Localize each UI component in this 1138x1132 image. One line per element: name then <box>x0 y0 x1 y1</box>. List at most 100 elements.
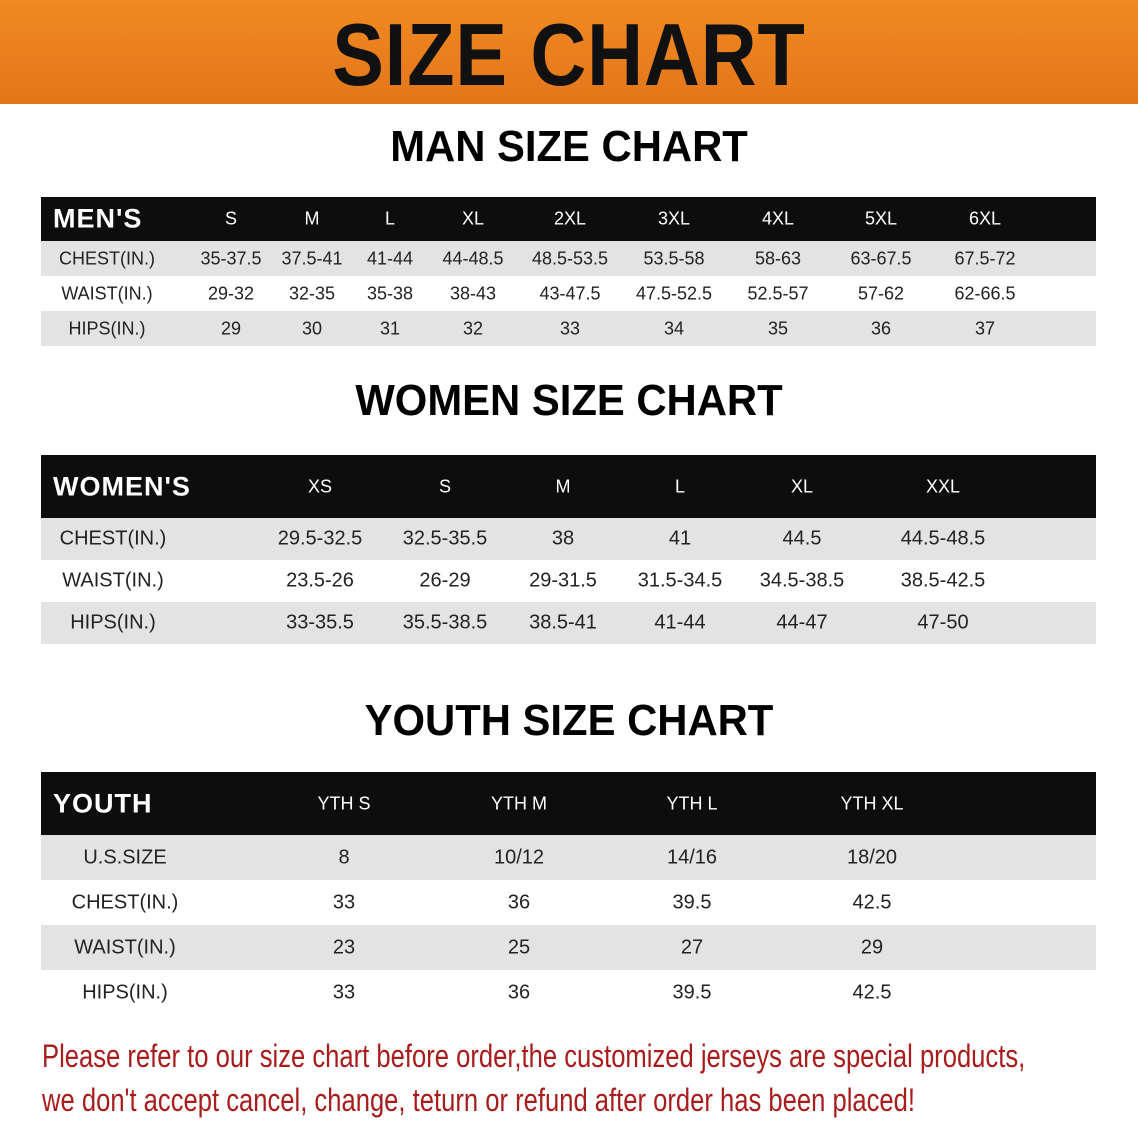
women-section-title: WOMEN SIZE CHART <box>355 376 783 425</box>
table-cell: 33-35.5 <box>286 611 354 634</box>
size-column-header: 4XL <box>761 208 795 229</box>
table-row: CHEST(IN.) 33 36 39.5 42.5 <box>41 880 1096 925</box>
table-cell: 37.5-41 <box>281 248 343 268</box>
table-cell: 52.5-57 <box>747 283 809 303</box>
table-cell: 23 <box>332 936 356 958</box>
row-label: CHEST(IN.) <box>59 248 155 268</box>
table-cell: 29-31.5 <box>529 569 597 592</box>
table-cell: 35 <box>767 318 789 338</box>
table-cell: 32.5-35.5 <box>402 527 488 550</box>
table-cell: 43-47.5 <box>539 283 601 303</box>
table-cell: 39.5 <box>672 891 712 913</box>
size-column-header: S <box>224 208 238 229</box>
table-cell: 33 <box>559 318 581 338</box>
table-cell: 23.5-26 <box>286 569 354 592</box>
men-header-label: MEN'S <box>53 203 143 234</box>
size-column-header: XL <box>461 208 485 229</box>
row-label: WAIST(IN.) <box>74 936 176 958</box>
table-cell: 44-47 <box>776 611 828 634</box>
table-cell: 36 <box>507 981 531 1003</box>
table-cell: 36 <box>507 891 531 913</box>
row-label: WAIST(IN.) <box>62 569 164 592</box>
table-cell: 53.5-58 <box>643 248 705 268</box>
table-cell: 8 <box>338 846 350 868</box>
table-row: HIPS(IN.) 29 30 31 32 33 34 35 36 37 <box>41 311 1096 346</box>
table-cell: 32 <box>462 318 484 338</box>
table-row: CHEST(IN.) 29.5-32.5 32.5-35.5 38 41 44.5 44.5… <box>41 518 1096 560</box>
table-row: HIPS(IN.) 33 36 39.5 42.5 <box>41 970 1096 1015</box>
size-column-header: 6XL <box>968 208 1002 229</box>
table-cell: 14/16 <box>666 846 718 868</box>
size-column-header: S <box>438 476 452 496</box>
row-label: HIPS(IN.) <box>70 611 156 634</box>
table-cell: 41-44 <box>366 248 414 268</box>
youth-header-row: YOUTH YTH S YTH M YTH L YTH XL <box>41 772 1096 835</box>
table-cell: 32-35 <box>288 283 336 303</box>
size-column-header: M <box>304 208 320 229</box>
table-cell: 26-29 <box>419 569 471 592</box>
table-cell: 63-67.5 <box>850 248 912 268</box>
table-cell: 36 <box>870 318 892 338</box>
size-chart-banner: SIZE CHART <box>0 0 1138 104</box>
table-cell: 31 <box>379 318 401 338</box>
table-cell: 31.5-34.5 <box>637 569 723 592</box>
table-cell: 67.5-72 <box>954 248 1016 268</box>
table-cell: 39.5 <box>672 981 712 1003</box>
table-cell: 47-50 <box>917 611 969 634</box>
table-cell: 29-32 <box>207 283 255 303</box>
table-cell: 38.5-41 <box>529 611 597 634</box>
table-cell: 38-43 <box>449 283 497 303</box>
size-column-header: XL <box>790 476 814 496</box>
size-column-header: 2XL <box>553 208 587 229</box>
table-cell: 42.5 <box>852 981 892 1003</box>
table-row: WAIST(IN.) 23 25 27 29 <box>41 925 1096 970</box>
table-cell: 44-48.5 <box>442 248 504 268</box>
table-cell: 35-38 <box>366 283 414 303</box>
notice-line-2: we don't accept cancel, change, teturn o… <box>42 1082 915 1118</box>
youth-section-title: YOUTH SIZE CHART <box>364 696 774 745</box>
size-column-header: L <box>384 208 396 229</box>
table-row: WAIST(IN.) 29-32 32-35 35-38 38-43 43-47.5 47.… <box>41 276 1096 311</box>
table-row: HIPS(IN.) 33-35.5 35.5-38.5 38.5-41 41-44 44-… <box>41 602 1096 644</box>
table-row: CHEST(IN.) 35-37.5 37.5-41 41-44 44-48.5 48.5… <box>41 241 1096 276</box>
table-row: U.S.SIZE 8 10/12 14/16 18/20 <box>41 835 1096 880</box>
table-cell: 34 <box>663 318 685 338</box>
table-cell: 47.5-52.5 <box>635 283 713 303</box>
size-column-header: YTH S <box>317 793 371 813</box>
size-column-header: 3XL <box>657 208 691 229</box>
table-cell: 10/12 <box>493 846 545 868</box>
women-size-table: WOMEN'S XS S M L XL XXL CHEST(IN.) 29.5-32.5 32.5… <box>41 455 1096 644</box>
youth-header-label: YOUTH <box>53 788 153 818</box>
table-cell: 62-66.5 <box>954 283 1016 303</box>
row-label: CHEST(IN.) <box>59 527 167 550</box>
table-cell: 29 <box>220 318 242 338</box>
table-cell: 30 <box>301 318 323 338</box>
size-column-header: XS <box>307 476 333 496</box>
row-label: HIPS(IN.) <box>68 318 146 338</box>
size-column-header: YTH L <box>666 793 718 813</box>
table-cell: 35.5-38.5 <box>402 611 488 634</box>
men-section-title: MAN SIZE CHART <box>390 122 748 171</box>
banner-title: SIZE CHART <box>332 5 806 104</box>
table-cell: 44.5 <box>782 527 822 550</box>
notice-line-1: Please refer to our size chart before or… <box>42 1038 1026 1074</box>
row-label: WAIST(IN.) <box>61 283 153 303</box>
table-cell: 42.5 <box>852 891 892 913</box>
table-cell: 41 <box>668 527 692 550</box>
men-size-table: MEN'S S M L XL 2XL 3XL 4XL 5XL 6XL CHEST(IN.) 35-37… <box>41 197 1096 346</box>
men-header-row: MEN'S S M L XL 2XL 3XL 4XL 5XL 6XL <box>41 197 1096 241</box>
size-column-header: YTH M <box>491 793 547 813</box>
row-label: CHEST(IN.) <box>71 891 179 913</box>
table-cell: 41-44 <box>654 611 706 634</box>
table-cell: 48.5-53.5 <box>531 248 609 268</box>
table-cell: 18/20 <box>846 846 898 868</box>
size-column-header: XXL <box>925 476 961 496</box>
table-cell: 25 <box>507 936 531 958</box>
table-cell: 29 <box>860 936 884 958</box>
row-label: U.S.SIZE <box>83 846 167 868</box>
size-column-header: YTH XL <box>840 793 904 813</box>
table-cell: 27 <box>680 936 704 958</box>
size-column-header: 5XL <box>864 208 898 229</box>
table-cell: 38 <box>551 527 575 550</box>
table-cell: 29.5-32.5 <box>277 527 363 550</box>
